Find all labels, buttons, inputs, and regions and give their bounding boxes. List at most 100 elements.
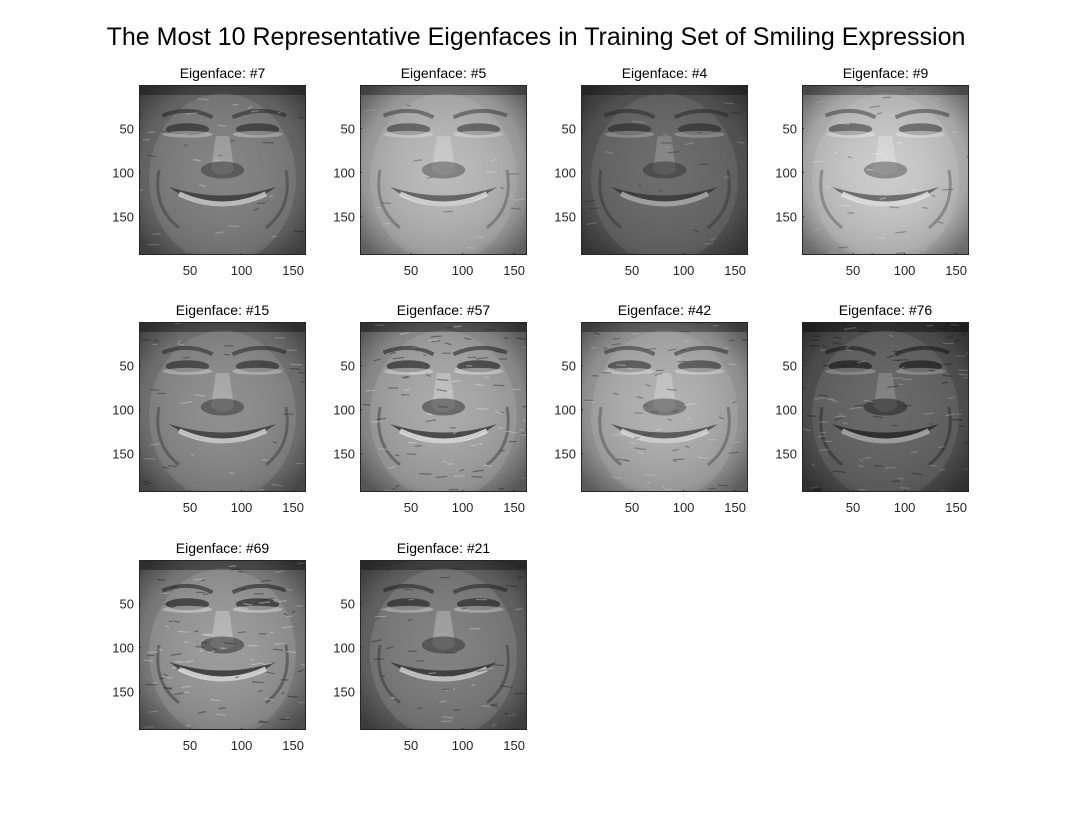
axes-box [139, 322, 306, 492]
y-tick-label: 150 [554, 447, 576, 462]
vignette [802, 322, 969, 492]
axes-box [581, 322, 748, 492]
vignette [360, 85, 527, 255]
y-tick-label: 50 [562, 122, 576, 137]
panel-title: Eigenface: #57 [397, 302, 491, 318]
x-tick-label: 150 [282, 738, 304, 753]
x-tick-label: 150 [945, 263, 967, 278]
x-tick-label: 50 [183, 738, 197, 753]
y-tick-label: 50 [783, 359, 797, 374]
texture-stroke [526, 381, 527, 383]
panel-title: Eigenface: #69 [176, 540, 270, 556]
axes-box [139, 560, 306, 730]
eigenface-panel: 50 100 150 50 100 150 Eigenface: #69 [112, 540, 306, 753]
x-tick-label: 150 [282, 263, 304, 278]
eigenface-panel: 50 100 150 50 100 150 Eigenface: #15 [112, 302, 306, 515]
x-tick-label: 50 [183, 263, 197, 278]
eigenface-image [139, 560, 306, 730]
y-tick-label: 150 [775, 447, 797, 462]
y-tick-label: 50 [783, 122, 797, 137]
y-tick-label: 150 [112, 210, 134, 225]
eigenface-image [139, 85, 306, 255]
x-tick-label: 100 [231, 500, 253, 515]
x-tick-label: 150 [503, 738, 525, 753]
x-tick-label: 100 [894, 500, 916, 515]
x-tick-label: 150 [282, 500, 304, 515]
eigenface-panel: 50 100 150 50 100 150 Eigenface: #7 [112, 65, 306, 278]
panel-title: Eigenface: #7 [180, 65, 266, 81]
y-tick-label: 100 [333, 641, 355, 656]
y-tick-label: 100 [112, 166, 134, 181]
y-tick-label: 100 [554, 166, 576, 181]
y-tick-label: 150 [112, 447, 134, 462]
panel-title: Eigenface: #76 [839, 302, 933, 318]
eigenface-image [360, 85, 527, 255]
x-tick-label: 150 [724, 500, 746, 515]
y-tick-label: 150 [775, 210, 797, 225]
y-tick-label: 150 [554, 210, 576, 225]
y-tick-label: 50 [120, 597, 134, 612]
y-tick-label: 100 [333, 403, 355, 418]
y-tick-label: 50 [120, 122, 134, 137]
eigenface-image [360, 322, 527, 492]
axes-box [139, 85, 306, 255]
y-tick-label: 100 [775, 403, 797, 418]
vignette [360, 560, 527, 730]
y-tick-label: 100 [554, 403, 576, 418]
x-tick-label: 150 [724, 263, 746, 278]
vignette [139, 85, 306, 255]
eigenface-panel: 50 100 150 50 100 150 Eigenface: #4 [554, 65, 748, 278]
texture-stroke [305, 602, 306, 604]
texture-stroke [305, 409, 306, 411]
y-tick-label: 150 [333, 447, 355, 462]
x-tick-label: 50 [625, 500, 639, 515]
y-tick-label: 50 [120, 359, 134, 374]
eigenface-panel: 50 100 150 50 100 150 Eigenface: #5 [333, 65, 527, 278]
texture-stroke [699, 85, 703, 86]
x-tick-label: 100 [231, 738, 253, 753]
x-tick-label: 150 [945, 500, 967, 515]
x-tick-label: 50 [846, 263, 860, 278]
y-tick-label: 100 [775, 166, 797, 181]
vignette [139, 322, 306, 492]
y-tick-label: 100 [112, 641, 134, 656]
x-tick-label: 50 [404, 738, 418, 753]
eigenface-image [802, 85, 969, 255]
eigenface-panel: 50 100 150 50 100 150 Eigenface: #76 [775, 302, 969, 515]
y-tick-label: 50 [341, 122, 355, 137]
axes-box [360, 560, 527, 730]
y-tick-label: 50 [562, 359, 576, 374]
y-tick-label: 100 [112, 403, 134, 418]
x-tick-label: 100 [452, 263, 474, 278]
eigenface-panel: 50 100 150 50 100 150 Eigenface: #42 [554, 302, 748, 515]
eigenface-image [139, 322, 306, 492]
texture-stroke [305, 718, 306, 720]
x-tick-label: 50 [625, 263, 639, 278]
eigenface-image [581, 322, 748, 492]
axes-box [360, 85, 527, 255]
eigenface-image [802, 322, 969, 492]
vignette [581, 322, 748, 492]
x-tick-label: 150 [503, 500, 525, 515]
y-tick-label: 50 [341, 597, 355, 612]
vignette [139, 560, 306, 730]
x-tick-label: 100 [673, 500, 695, 515]
panel-title: Eigenface: #4 [622, 65, 708, 81]
panel-title: Eigenface: #5 [401, 65, 487, 81]
eigenface-image [360, 560, 527, 730]
x-tick-label: 50 [404, 263, 418, 278]
y-tick-label: 150 [333, 210, 355, 225]
x-tick-label: 100 [452, 738, 474, 753]
x-tick-label: 150 [503, 263, 525, 278]
vignette [581, 85, 748, 255]
x-tick-label: 100 [673, 263, 695, 278]
axes-box [581, 85, 748, 255]
y-tick-label: 150 [112, 685, 134, 700]
x-tick-label: 50 [183, 500, 197, 515]
vignette [802, 85, 969, 255]
x-tick-label: 100 [231, 263, 253, 278]
x-tick-label: 50 [404, 500, 418, 515]
x-tick-label: 100 [894, 263, 916, 278]
panel-title: Eigenface: #21 [397, 540, 491, 556]
